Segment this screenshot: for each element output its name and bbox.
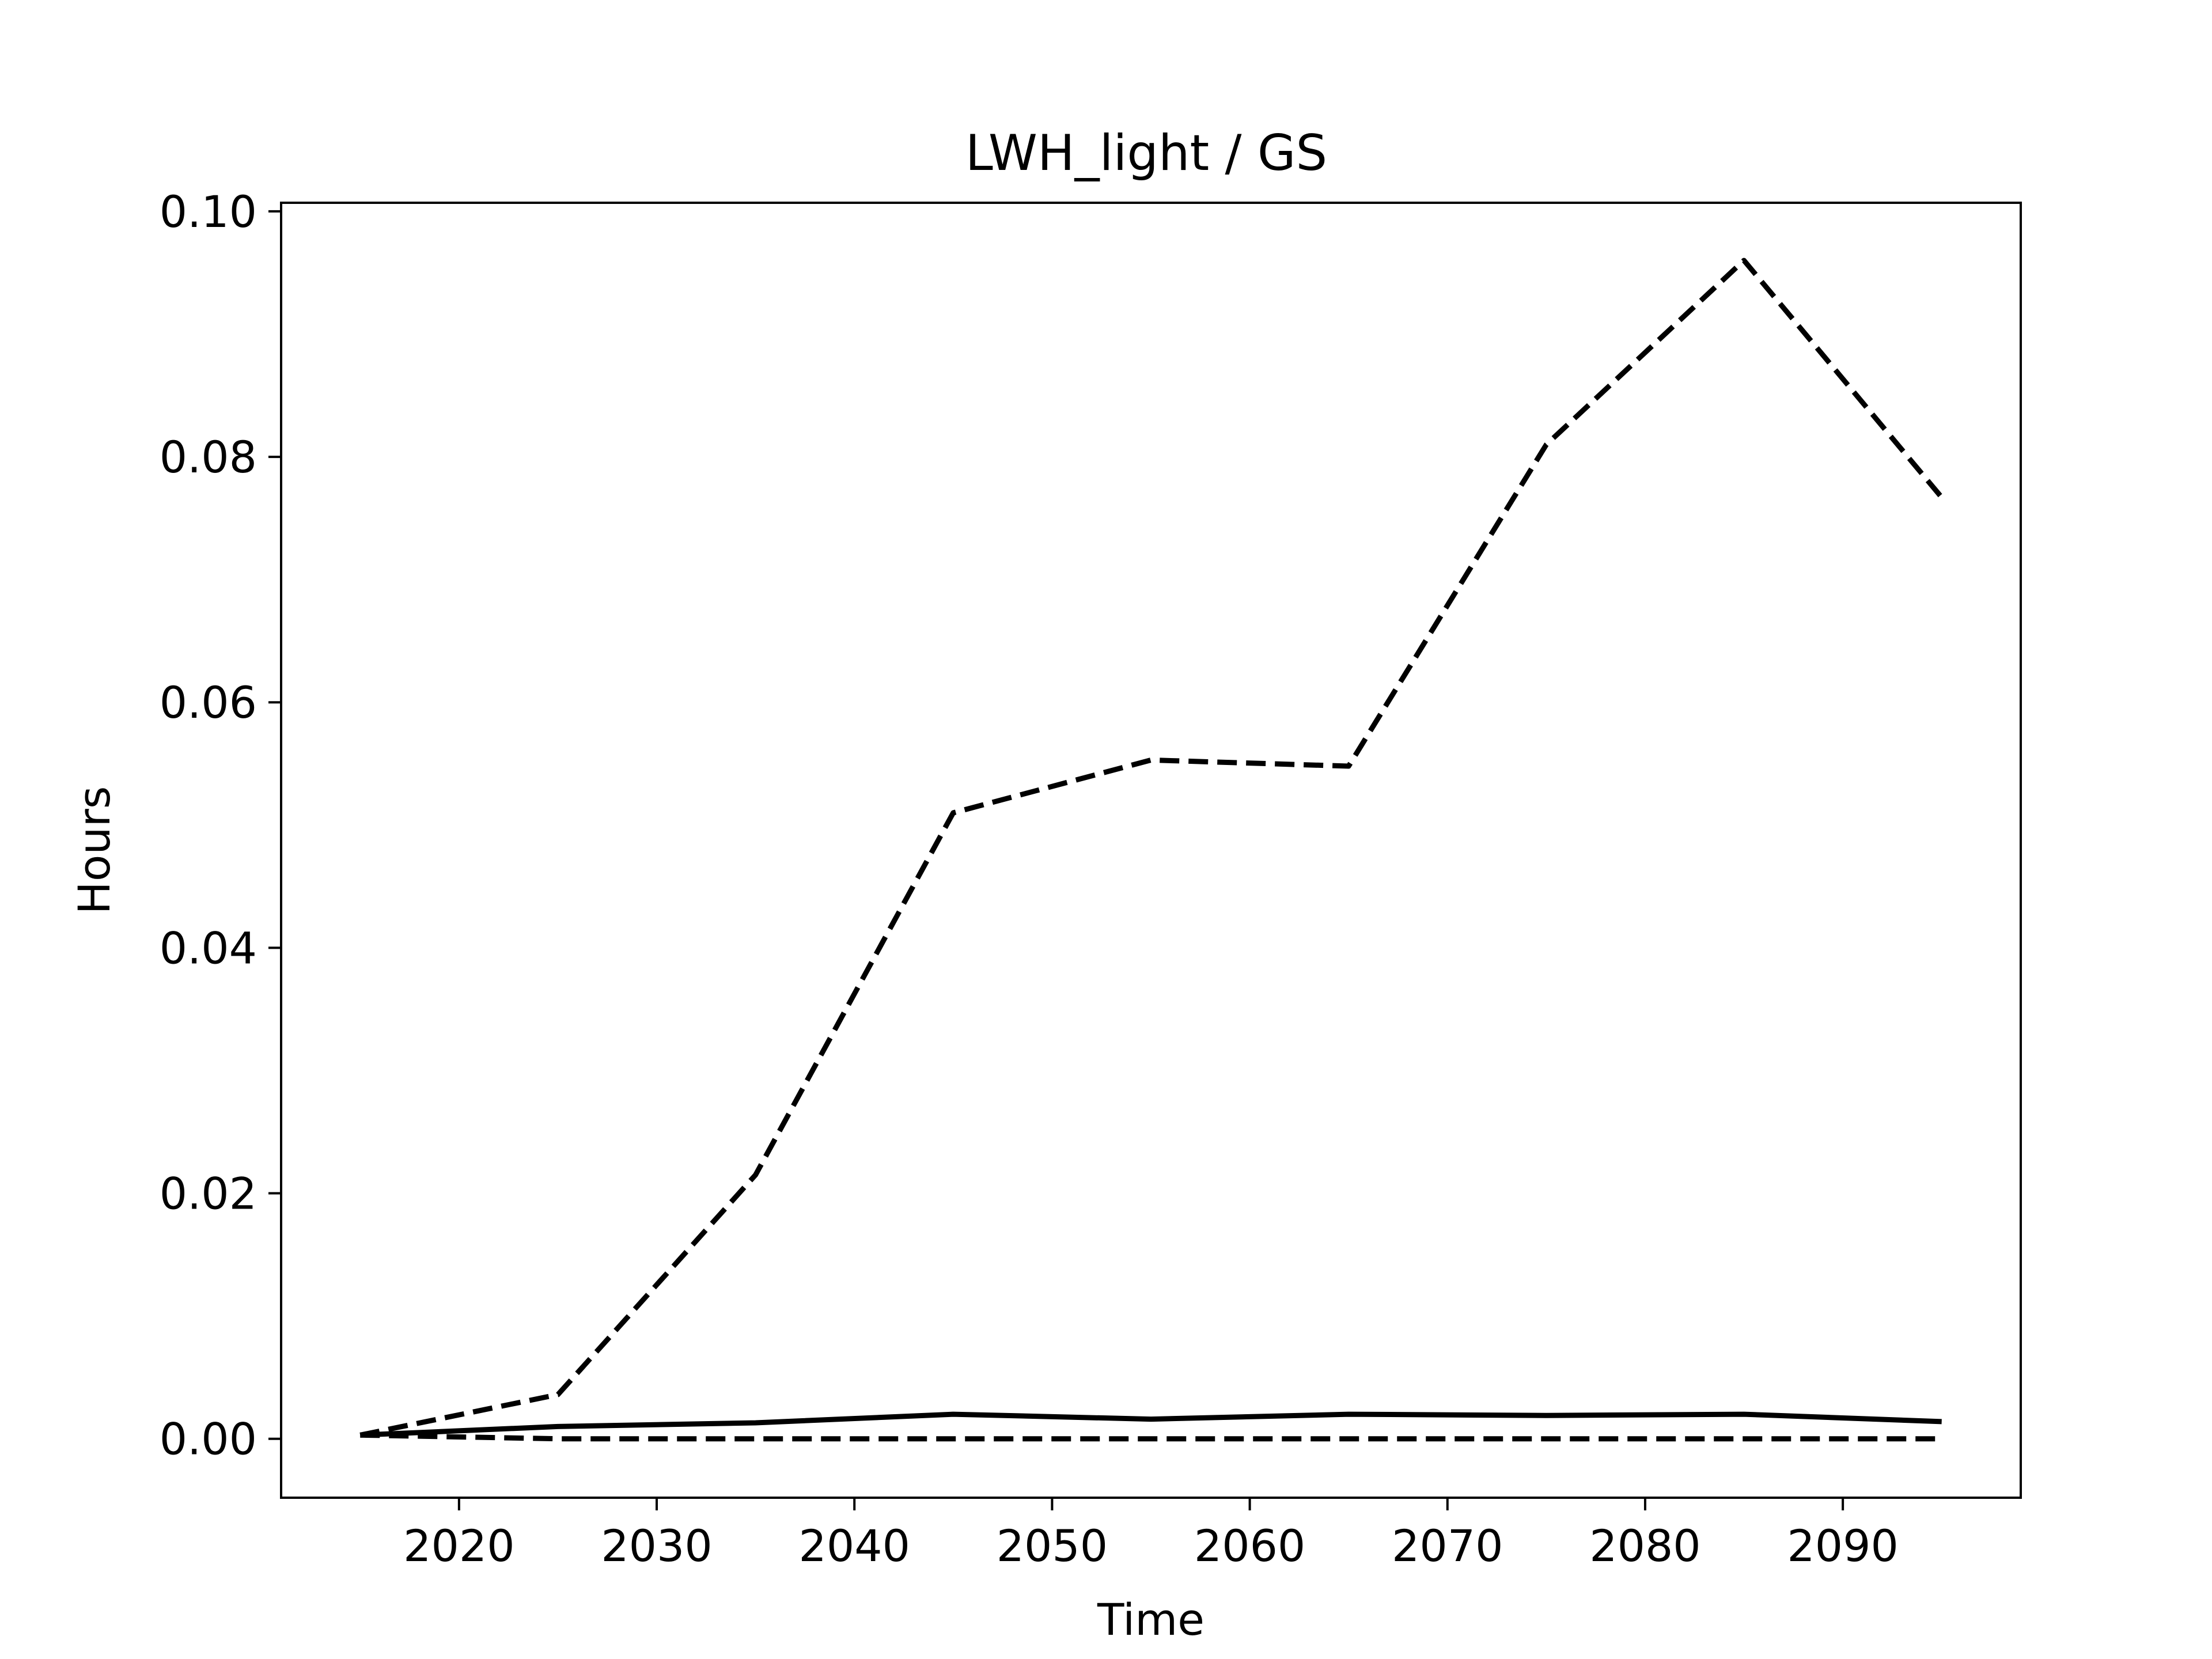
series-line-2 <box>360 1411 1942 1438</box>
x-tick-label: 2080 <box>1589 1520 1700 1571</box>
y-tick-label: 0.06 <box>160 677 257 728</box>
y-tick-label: 0.08 <box>160 431 257 483</box>
y-tick-label: 0.04 <box>160 922 257 974</box>
x-tick-label: 2060 <box>1194 1520 1305 1571</box>
plot-area <box>359 257 1944 1442</box>
x-tick-label: 2020 <box>403 1520 514 1571</box>
y-axis: 0.00 0.02 0.04 0.06 0.08 0.10 <box>160 186 281 1465</box>
plot-frame <box>280 202 2022 1499</box>
y-tick-label: 0.10 <box>160 186 257 237</box>
y-axis-label: Hours <box>69 786 120 915</box>
y-tick-label: 0.00 <box>160 1414 257 1465</box>
x-tick-label: 2090 <box>1787 1520 1898 1571</box>
series-line-3 <box>360 1432 1942 1442</box>
chart-title: LWH_light / GS <box>965 124 1327 182</box>
x-tick-label: 2050 <box>997 1520 1108 1571</box>
x-axis: 2020 2030 2040 2050 2060 2070 2080 2090 <box>403 1498 1899 1571</box>
y-tick-label: 0.02 <box>160 1168 257 1219</box>
x-tick-label: 2030 <box>601 1520 712 1571</box>
x-tick-label: 2040 <box>799 1520 910 1571</box>
series-line-1 <box>359 257 1944 1438</box>
x-tick-label: 2070 <box>1392 1520 1503 1571</box>
x-axis-label: Time <box>1097 1594 1205 1645</box>
